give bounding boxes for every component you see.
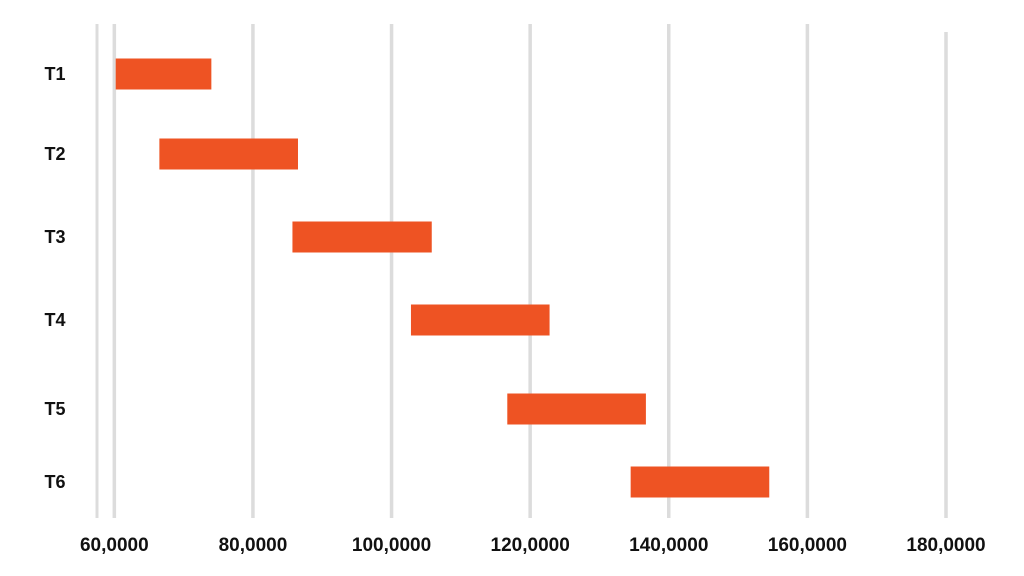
bar-t1: [115, 58, 212, 90]
gridlines: [95, 24, 948, 518]
x-tick-labels: 60,0000 80,0000 100,0000 120,0000 140,0000 16…: [80, 535, 986, 556]
bars: [115, 58, 770, 498]
x-tick-label: 140,0000: [629, 535, 708, 556]
category-label: T5: [44, 399, 65, 419]
x-tick-label: 120,0000: [491, 535, 570, 556]
category-label: T3: [44, 227, 65, 247]
x-tick-label: 60,0000: [80, 535, 149, 556]
x-tick-label: 100,0000: [352, 535, 431, 556]
bar-t3: [292, 221, 432, 253]
category-label: T6: [44, 472, 65, 492]
category-label: T1: [44, 64, 65, 84]
x-tick-label: 80,0000: [219, 535, 288, 556]
x-tick-label: 160,0000: [768, 535, 847, 556]
category-labels: T1 T2 T3 T4 T5 T6: [44, 64, 65, 492]
x-tick-label: 180,0000: [906, 535, 985, 556]
bar-t5: [507, 393, 646, 425]
bar-t4: [410, 304, 550, 336]
bar-t2: [159, 138, 298, 170]
category-label: T2: [44, 144, 65, 164]
bar-t6: [630, 466, 770, 498]
category-label: T4: [44, 310, 65, 330]
